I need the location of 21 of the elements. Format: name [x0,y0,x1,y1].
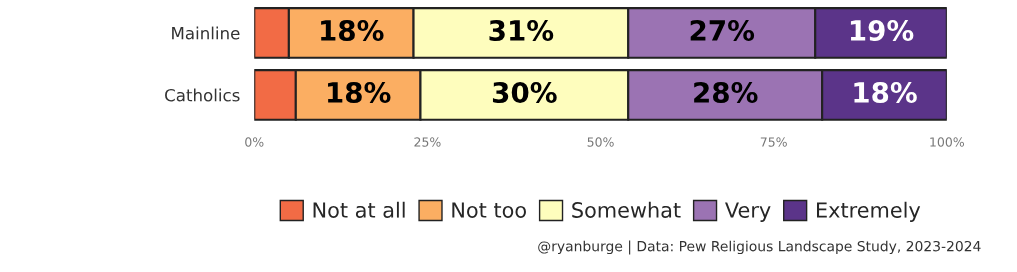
data-label: 18% [854,81,917,103]
data-label: 31% [489,19,554,41]
data-label: 19% [850,19,914,41]
data-label: 28% [694,81,758,103]
y-tick-label: Catholics [165,88,240,102]
legend-label: Very [725,202,771,222]
x-tick-label: 100% [930,137,964,147]
text: @ryanburge | Data: Pew Religious Landscape Study, 2023-2024 [538,240,981,255]
data-label: 18% [328,81,391,103]
x-tick-label: 75% [760,137,787,147]
x-tick-label: 50% [587,137,614,147]
legend-label: Not at all [313,201,405,218]
x-tick-label: 0% [245,137,264,147]
x-tick-label: 25% [414,137,441,147]
legend-label: Not too [452,202,526,218]
legend-label: Extremely [817,201,921,222]
data-label: 18% [321,19,384,41]
y-tick-label: Mainline [172,26,240,40]
data-label: 27% [690,19,755,41]
data-label: 30% [492,81,557,103]
legend-label: Somewhat [572,201,681,218]
